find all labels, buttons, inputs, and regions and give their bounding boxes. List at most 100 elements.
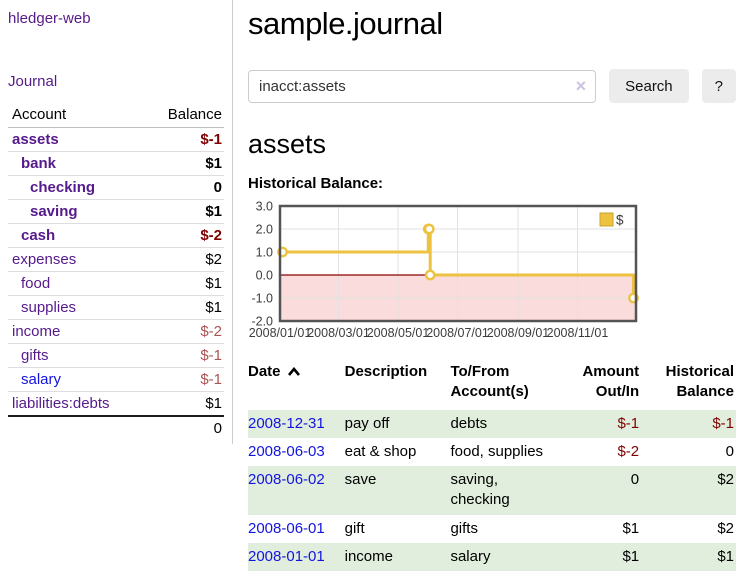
balance-cell: 0 — [725, 442, 734, 460]
date-link[interactable]: 2008-12-31 — [248, 414, 325, 432]
account-row: checking 0 — [8, 175, 224, 200]
account-balance: $-2 — [144, 319, 224, 344]
account-heading: assets — [248, 129, 327, 159]
table-row: 2008-06-02 save saving, checking 0 $2 — [248, 466, 736, 515]
accounts-cell: food, supplies — [450, 442, 544, 460]
accounts-cell: debts — [450, 414, 488, 432]
svg-text:2008/05/01: 2008/05/01 — [367, 326, 430, 340]
search-input[interactable] — [248, 69, 597, 103]
account-balance: $-1 — [144, 127, 224, 152]
account-balance: $1 — [144, 199, 224, 224]
account-link[interactable]: cash — [21, 227, 56, 244]
accounts-table: Account Balance assets $-1 bank $1 checking 0… — [8, 103, 224, 440]
svg-text:2008/01/01: 2008/01/01 — [249, 326, 312, 340]
search-form: × Search ? — [248, 69, 736, 103]
accounts-header-account: Account — [8, 103, 145, 128]
account-link[interactable]: checking — [30, 179, 96, 196]
register-header-date[interactable]: Date — [248, 360, 345, 410]
sidebar-item-journal[interactable]: Journal — [8, 73, 58, 90]
date-link[interactable]: 2008-01-01 — [248, 547, 325, 565]
page-title: sample.journal — [248, 6, 443, 41]
account-row: bank $1 — [8, 151, 224, 176]
accounts-cell: salary — [450, 547, 491, 565]
accounts-total-value: 0 — [8, 415, 224, 440]
account-balance: $1 — [144, 271, 224, 296]
account-link[interactable]: salary — [21, 371, 62, 388]
account-link[interactable]: expenses — [12, 251, 77, 268]
svg-text:2008/09/01: 2008/09/01 — [487, 326, 550, 340]
svg-text:2008/07/01: 2008/07/01 — [426, 326, 489, 340]
balance-cell: $-1 — [712, 414, 734, 432]
account-balance: 0 — [144, 175, 224, 200]
account-row: liabilities:debts $1 — [8, 391, 224, 417]
chart-title: Historical Balance: — [248, 175, 384, 192]
account-link[interactable]: gifts — [21, 347, 49, 364]
table-row: 2008-06-03 eat & shop food, supplies $-2 0 — [248, 438, 736, 466]
clear-search-icon[interactable]: × — [575, 75, 587, 96]
date-link[interactable]: 2008-06-02 — [248, 471, 325, 488]
amount-cell: $1 — [622, 519, 640, 537]
date-link[interactable]: 2008-06-03 — [248, 442, 325, 460]
account-balance: $-2 — [144, 223, 224, 248]
svg-text:3.0: 3.0 — [256, 200, 273, 214]
account-row: cash $-2 — [8, 223, 224, 248]
help-button[interactable]: ? — [701, 69, 736, 103]
table-row: 2008-01-01 income salary $1 $1 — [248, 542, 736, 571]
svg-text:-2.0: -2.0 — [251, 315, 273, 329]
register-table: Date Description To/From Account(s) Amou… — [248, 360, 736, 571]
account-link[interactable]: supplies — [21, 299, 77, 316]
account-row: income $-2 — [8, 319, 224, 344]
account-row: supplies $1 — [8, 295, 224, 320]
account-link[interactable]: liabilities:debts — [12, 395, 110, 412]
account-balance: $2 — [144, 247, 224, 272]
svg-text:2008/11/01: 2008/11/01 — [547, 326, 609, 340]
svg-text:1.0: 1.0 — [256, 246, 273, 260]
amount-cell: $-2 — [617, 442, 640, 460]
account-balance: $1 — [144, 295, 224, 320]
amount-cell: $-1 — [617, 414, 640, 432]
account-balance: $-1 — [144, 343, 224, 368]
description-cell: save — [344, 471, 377, 488]
register-header-description: Description — [344, 363, 428, 380]
svg-text:2.0: 2.0 — [256, 223, 273, 237]
accounts-total-row: 0 — [8, 415, 224, 440]
historical-balance-chart: $3.0 2.0 1.0 0.0 -1.0 -2.0 2008/01/01 2008/03/0… — [248, 200, 736, 344]
date-header-label: Date — [248, 363, 281, 380]
svg-text:0.0: 0.0 — [256, 269, 273, 283]
register-header-balance: Historical Balance — [665, 363, 734, 401]
main-content: sample.journal × Search ? assets Histori… — [248, 0, 736, 571]
balance-cell: $2 — [717, 519, 734, 537]
account-link[interactable]: saving — [30, 203, 78, 220]
account-row: saving $1 — [8, 199, 224, 224]
description-cell: income — [344, 547, 393, 565]
amount-cell: $1 — [622, 547, 640, 565]
sidebar: hledger-web Journal Account Balance asse… — [0, 0, 233, 444]
account-link[interactable]: assets — [12, 131, 59, 148]
svg-text:2008/03/01: 2008/03/01 — [307, 326, 370, 340]
accounts-cell: gifts — [450, 519, 478, 537]
amount-cell: 0 — [630, 471, 640, 488]
account-balance: $1 — [144, 151, 224, 176]
account-link[interactable]: income — [12, 323, 61, 340]
account-link[interactable]: food — [21, 275, 51, 292]
account-row: assets $-1 — [8, 127, 224, 152]
register-header-row: Date Description To/From Account(s) Amou… — [248, 360, 736, 410]
search-button[interactable]: Search — [609, 69, 689, 103]
accounts-header-row: Account Balance — [8, 103, 224, 128]
register-header-amount: Amount Out/In — [582, 363, 640, 401]
table-row: 2008-06-01 gift gifts $1 $2 — [248, 515, 736, 543]
account-link[interactable]: bank — [21, 155, 57, 172]
account-balance: $1 — [144, 391, 224, 417]
description-cell: pay off — [344, 414, 390, 432]
accounts-cell: saving, checking — [450, 471, 510, 509]
app-title-link[interactable]: hledger-web — [8, 10, 91, 27]
search-input-wrap: × — [248, 69, 597, 103]
register-header-accounts: To/From Account(s) — [450, 363, 529, 401]
account-row: food $1 — [8, 271, 224, 296]
date-link[interactable]: 2008-06-01 — [248, 519, 325, 537]
accounts-header-balance: Balance — [144, 103, 224, 128]
description-cell: gift — [344, 519, 365, 537]
chart-legend-label: $ — [616, 213, 624, 228]
svg-text:-1.0: -1.0 — [251, 292, 273, 306]
sort-ascending-icon — [287, 366, 300, 376]
